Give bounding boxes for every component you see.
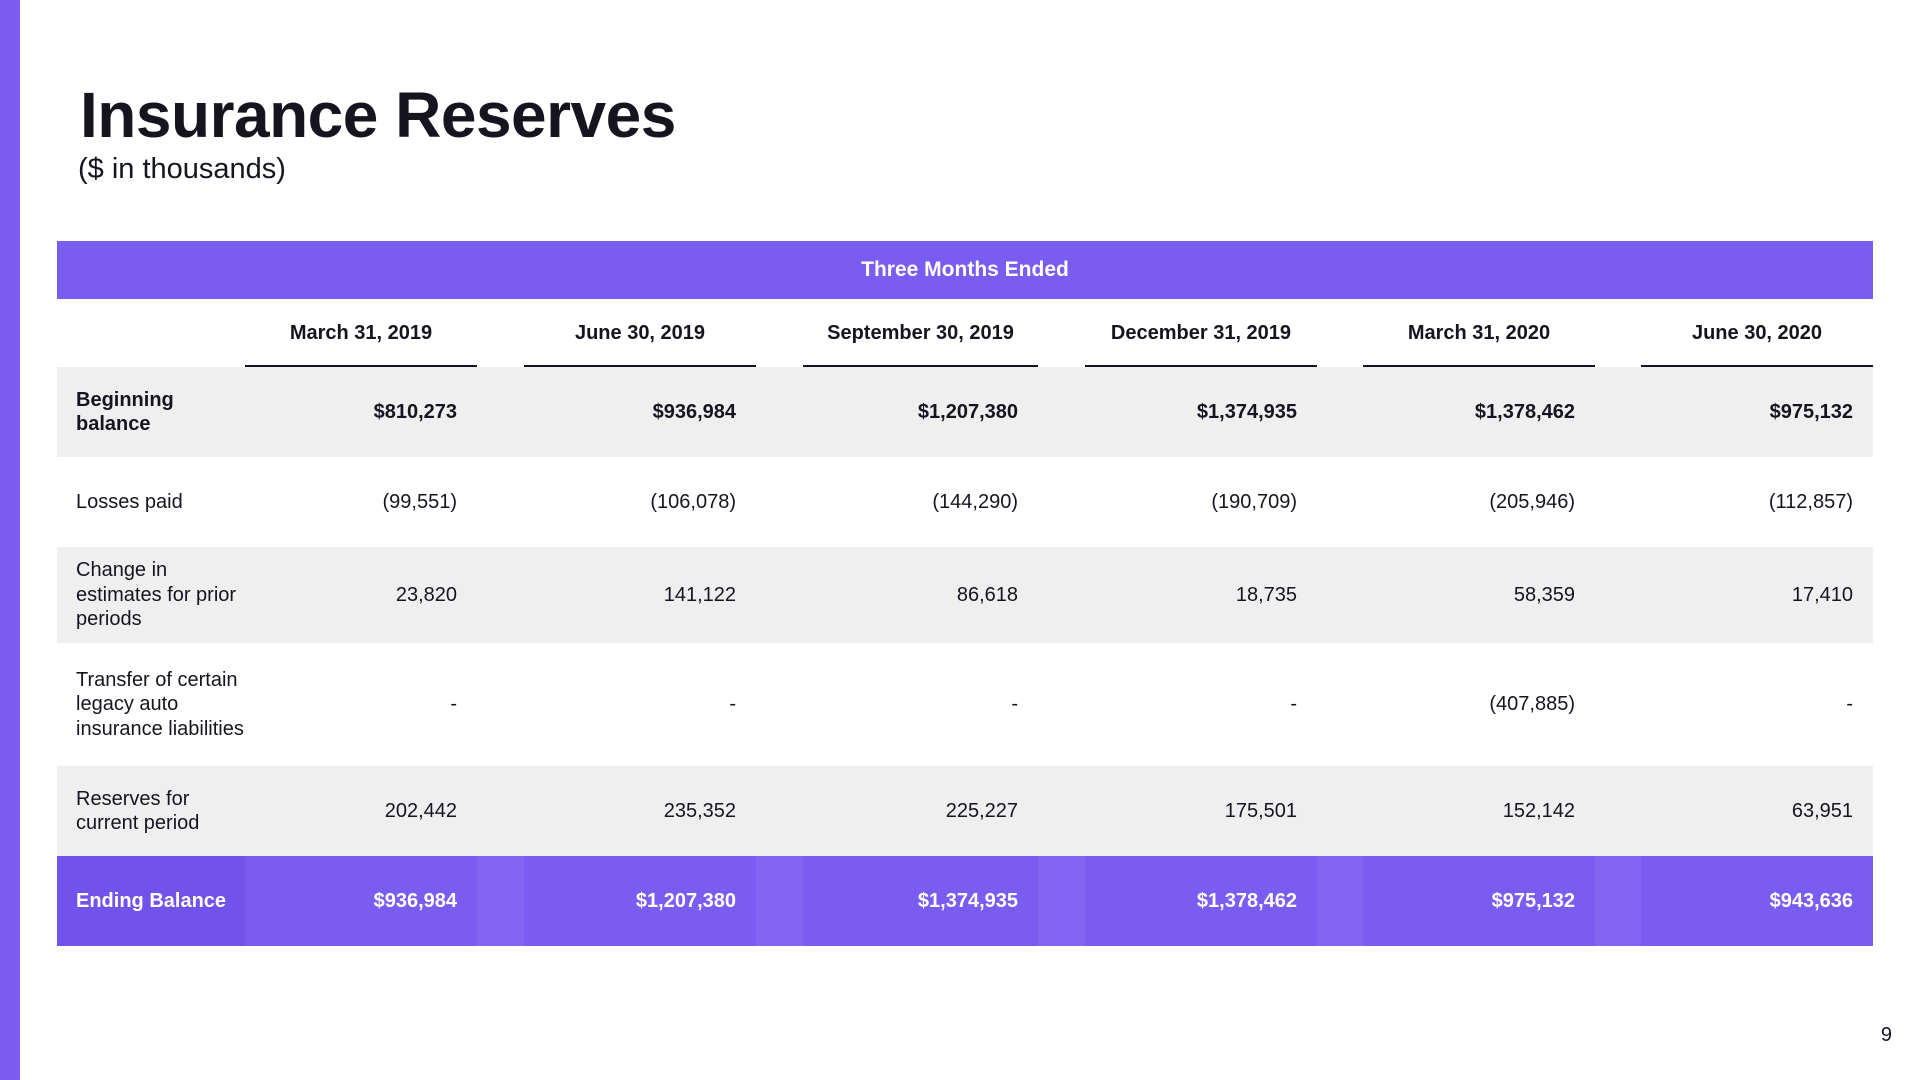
- total-row: Ending Balance $936,984 $1,207,380 $1,37…: [57, 856, 1873, 946]
- table-cell: 23,820: [395, 583, 457, 606]
- table-cell: -: [450, 693, 457, 715]
- column-gap: [1038, 856, 1085, 946]
- table-cell: 225,227: [945, 799, 1018, 822]
- table-cell: 86,618: [956, 583, 1018, 606]
- table-cell: (99,551): [382, 490, 458, 513]
- table-row: Transfer of certain legacy auto insuranc…: [57, 643, 1873, 766]
- column-header: December 31, 2019: [1085, 299, 1317, 367]
- row-label: Losses paid: [76, 490, 183, 513]
- row-label: Beginning balance: [76, 388, 174, 435]
- table-cell: $943,636: [1769, 889, 1853, 912]
- table-cell: 58,359: [1513, 583, 1575, 606]
- page-subtitle: ($ in thousands): [78, 153, 286, 185]
- table-cell: 202,442: [384, 799, 457, 822]
- table-cell: 175,501: [1224, 799, 1297, 822]
- total-label-background: [57, 856, 245, 946]
- table-cell: 235,352: [663, 799, 736, 822]
- row-label: Ending Balance: [76, 889, 227, 912]
- table-cell: (205,946): [1489, 490, 1575, 513]
- table-cell: $1,374,935: [917, 889, 1018, 912]
- table-cell: $975,132: [1769, 400, 1853, 423]
- column-header: September 30, 2019: [803, 299, 1038, 367]
- table-cell: (112,857): [1768, 490, 1853, 513]
- table-cell: $936,984: [652, 400, 736, 423]
- row-label: Reserves for current period: [76, 787, 200, 834]
- page-number: 9: [1880, 1024, 1892, 1046]
- table-cell: 17,410: [1791, 583, 1853, 606]
- accent-bar: [0, 0, 20, 1080]
- column-header: March 31, 2019: [245, 299, 477, 367]
- table-cell: (407,885): [1489, 693, 1575, 715]
- column-header-row: March 31, 2019 June 30, 2019 September 3…: [57, 299, 1873, 367]
- table-cell: 141,122: [663, 583, 736, 606]
- column-gap: [1317, 856, 1363, 946]
- page-title: Insurance Reserves: [80, 79, 676, 151]
- table-cell: (190,709): [1211, 490, 1297, 513]
- table-cell: -: [1846, 693, 1853, 715]
- table-row: Beginning balance $810,273 $936,984 $1,2…: [57, 367, 1873, 457]
- table-cell: (106,078): [650, 490, 736, 513]
- column-gap: [756, 856, 803, 946]
- period-band: Three Months Ended: [57, 241, 1873, 299]
- table-cell: $1,207,380: [635, 889, 736, 912]
- table-cell: -: [1011, 693, 1018, 715]
- table-cell: $810,273: [373, 400, 457, 423]
- table-cell: $936,984: [373, 889, 457, 912]
- table-cell: 18,735: [1235, 583, 1297, 606]
- reserves-table: Three Months Ended March 31, 2019 June 3…: [57, 241, 1873, 946]
- column-gap: [477, 856, 524, 946]
- row-label: Change in estimates for prior periods: [76, 559, 237, 631]
- period-band-label: Three Months Ended: [861, 258, 1069, 281]
- table-cell: $1,374,935: [1196, 400, 1297, 423]
- column-header: March 31, 2020: [1363, 299, 1595, 367]
- table-cell: (144,290): [932, 490, 1018, 513]
- table-cell: $1,207,380: [917, 400, 1018, 423]
- table-cell: $1,378,462: [1196, 889, 1297, 912]
- column-header: June 30, 2019: [524, 299, 756, 367]
- table-cell: 63,951: [1791, 799, 1853, 822]
- table-cell: -: [1290, 693, 1297, 715]
- row-label: Transfer of certain legacy auto insuranc…: [76, 668, 244, 740]
- table-row: Change in estimates for prior periods 23…: [57, 547, 1873, 643]
- column-gap: [1595, 856, 1641, 946]
- table-cell: -: [729, 693, 736, 715]
- table-cell: $1,378,462: [1474, 400, 1575, 423]
- table-cell: $975,132: [1491, 889, 1575, 912]
- table-cell: 152,142: [1502, 799, 1575, 822]
- table-row: Losses paid (99,551) (106,078) (144,290)…: [57, 457, 1873, 547]
- column-header: June 30, 2020: [1641, 299, 1873, 367]
- table-row: Reserves for current period 202,442 235,…: [57, 766, 1873, 856]
